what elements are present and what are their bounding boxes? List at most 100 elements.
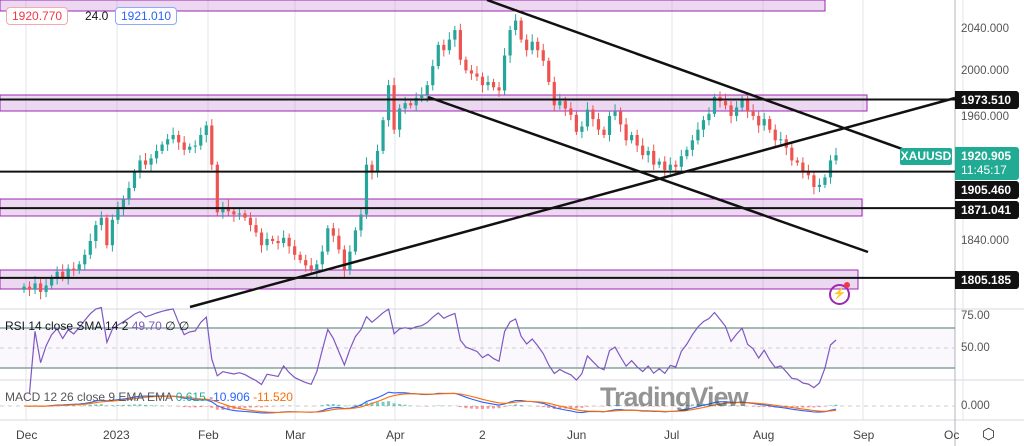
candle-body [420,94,424,98]
candle-body [663,161,667,170]
macd-histogram-bar [387,401,391,406]
time-axis-label: Sep [853,428,875,442]
candle-body [464,59,468,71]
candle-body [502,55,507,91]
macd-histogram-bar [679,405,683,406]
candle-body [22,286,26,290]
macd-histogram-bar [652,406,656,407]
bid-price: 1920.770 [12,9,63,23]
support-resistance-zone [0,269,859,290]
candle-body [746,98,750,112]
macd-histogram-bar [514,404,518,406]
candle-body [403,103,407,109]
macd-histogram-bar [486,406,490,409]
candle-body [790,147,794,161]
candle-body [88,241,92,255]
candle-body [342,249,346,270]
macd-histogram-bar [436,405,440,406]
candle-body [823,177,827,185]
candle-body [177,135,181,143]
rsi-axis-label: 75.00 [961,310,990,322]
macd-histogram-bar [685,404,689,406]
level-tag[interactable]: 1905.460 [955,181,1019,199]
macd-histogram-bar [707,403,711,406]
macd-histogram-bar [326,404,330,406]
macd-histogram-bar [248,406,252,408]
chart-settings-icon[interactable]: ⬡ [982,426,996,443]
candle-body [44,285,48,292]
macd-axis-label: 0.000 [961,400,990,412]
candle-body [547,60,551,82]
candle-body [630,135,634,141]
macd-histogram-bar [403,404,407,406]
candle-body [353,230,358,252]
candle-body [530,41,534,51]
macd-histogram-bar [801,406,805,408]
macd-legend-name: MACD 12 26 close 9 EMA EMA [5,390,173,404]
lightning-icon[interactable]: ⚡ [829,284,850,305]
macd-histogram-bar [469,406,473,409]
macd-histogram-bar [116,405,120,406]
candle-body [762,119,766,126]
candle-body [99,217,103,226]
time-axis-label: Aug [753,428,775,442]
macd-histogram-bar [320,405,324,406]
rsi-legend[interactable]: RSI 14 close SMA 14 2 49.70 ∅ ∅ [5,319,189,333]
candle-body [375,150,380,173]
candle-body [591,109,595,120]
macd-histogram-bar [94,404,98,406]
candle-body [298,254,302,261]
ask-price-box[interactable]: 1921.010 [115,7,178,25]
level-tag[interactable]: 1973.510 [955,91,1019,109]
candle-body [193,145,197,147]
macd-histogram-bar [464,406,468,409]
rsi-axis-label: 50.00 [961,342,990,354]
macd-histogram-bar [492,406,496,409]
candle-body [221,207,225,213]
last-price-tag: 1920.905 11:45:17 [955,147,1019,180]
macd-histogram-bar [265,406,269,407]
candle-body [33,283,37,290]
macd-histogram-bar [497,406,501,409]
time-axis-label: Jul [664,428,680,442]
candle-body [602,129,606,135]
candle-body [607,115,612,135]
macd-histogram-bar [718,403,722,406]
candle-body [585,109,590,127]
level-tag[interactable]: 1871.041 [955,201,1019,219]
time-axis-label: Mar [285,428,306,442]
bid-price-box[interactable]: 1920.770 [6,7,69,25]
time-axis-label: Apr [386,428,405,442]
candle-body [304,260,308,266]
trendline [427,95,869,254]
candle-body [359,214,363,231]
macd-histogram-bar [99,404,103,406]
macd-legend[interactable]: MACD 12 26 close 9 EMA EMA 0.615 -10.906… [5,390,293,404]
macd-histogram-bar [558,406,562,409]
macd-histogram-bar [210,406,214,408]
candle-body [431,66,435,86]
candle-body [536,41,540,51]
notification-dot-icon [844,282,850,288]
macd-histogram-bar [779,406,783,408]
candle-body [414,97,418,106]
candle-body [480,76,485,86]
macd-histogram-bar [193,406,197,408]
candle-body [828,160,833,178]
candle-body [270,238,275,241]
macd-histogram-bar [127,404,131,406]
macd-histogram-bar [585,406,589,407]
macd-histogram-bar [580,406,584,408]
macd-histogram-bar [204,406,208,407]
candle-body [66,268,70,278]
candle-body [110,219,114,246]
level-tag[interactable]: 1805.185 [955,271,1019,289]
candle-body [690,140,694,150]
candle-body [806,172,810,176]
candle-body [525,39,529,51]
macd-histogram-bar [828,405,832,406]
candle-body [326,228,330,252]
candle-body [166,139,170,145]
candle-body [149,158,153,165]
